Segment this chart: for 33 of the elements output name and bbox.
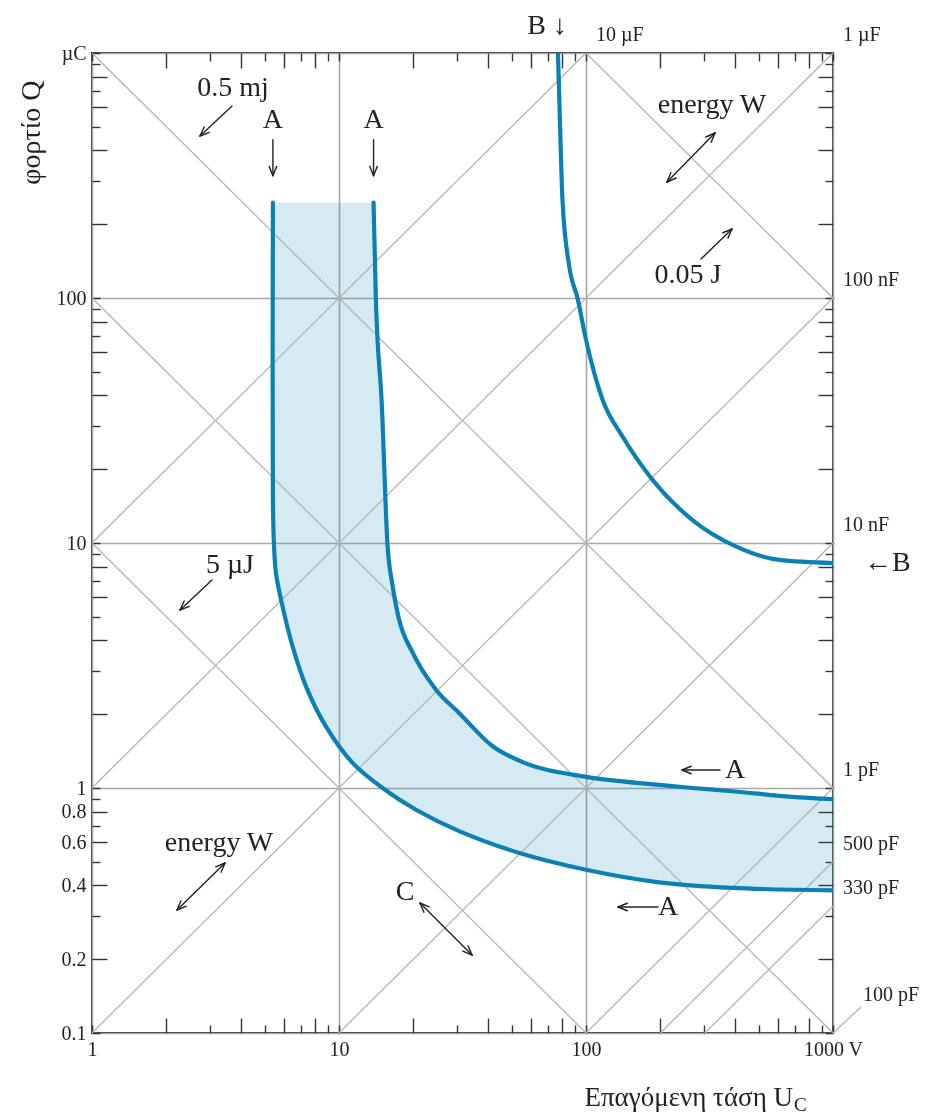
annotation: B ↓	[527, 9, 567, 40]
annotation: 100 pF	[863, 983, 920, 1006]
annotation: ←B	[864, 546, 911, 578]
series-label: 100 nF	[843, 268, 900, 290]
annotation: A	[724, 753, 746, 784]
y-tick-label: 0.2	[61, 947, 87, 970]
series-label: 1 pF	[843, 758, 880, 781]
y-tick-label: 1	[76, 776, 87, 799]
annotation: energy W	[657, 88, 767, 119]
x-tick-label: 10	[329, 1037, 350, 1060]
y-tick-label: µC	[61, 41, 87, 65]
x-tick-label: 100	[571, 1037, 602, 1060]
annotation: 5 µJ	[205, 548, 255, 579]
y-tick-label: 10	[66, 531, 87, 554]
y-axis-title: φορτίο Q	[14, 80, 46, 185]
series-label: 1 µF	[843, 23, 881, 46]
annotation: energy W	[164, 826, 274, 857]
y-tick-label: 0.4	[61, 874, 87, 896]
x-tick-label: 1000 V	[803, 1037, 864, 1060]
series-label: 10 nF	[843, 513, 890, 535]
annotation: C	[395, 875, 415, 906]
annotation: A	[657, 890, 679, 921]
series-label: 10 µF	[596, 23, 644, 46]
series-label: 500 pF	[843, 831, 900, 855]
y-tick-label: 0.6	[61, 830, 87, 853]
annotation: 0.05 J	[654, 258, 722, 289]
y-tick-label: 0.8	[61, 800, 87, 823]
series-label: 330 pF	[843, 875, 900, 899]
annotation: A	[262, 102, 284, 134]
y-tick-label: 100	[56, 286, 87, 309]
y-tick-label: 0.1	[61, 1021, 87, 1044]
annotation: A	[363, 102, 385, 134]
annotation: 0.5 mj	[197, 71, 269, 102]
